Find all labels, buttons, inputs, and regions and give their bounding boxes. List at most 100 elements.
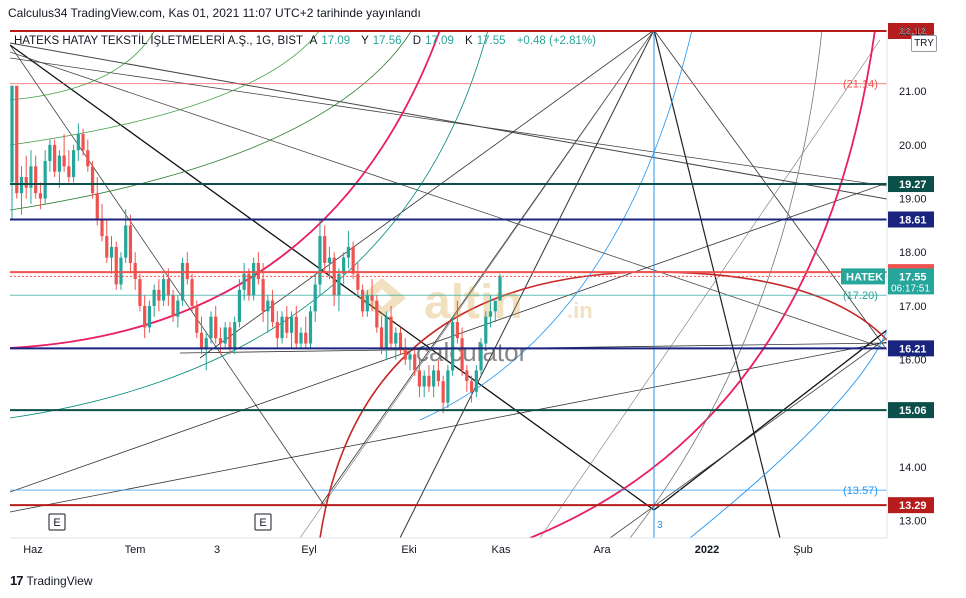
level-price-tag <box>888 211 934 228</box>
candle-body <box>323 236 327 263</box>
level-13.29: 13.29 <box>10 497 934 514</box>
candle-body <box>171 295 175 317</box>
candle-body <box>436 370 441 382</box>
publish-caption: Calculus34 TradingView.com, Kas 01, 2021… <box>8 6 421 20</box>
earnings-marker: E <box>254 513 272 531</box>
candle <box>86 139 90 172</box>
candle-body <box>488 311 493 317</box>
candle <box>57 150 61 188</box>
time-tick-label: Şub <box>793 544 813 556</box>
gann-arc <box>629 30 823 538</box>
candle-body <box>299 332 303 344</box>
time-tick-label: Haz <box>23 544 43 556</box>
candle-body <box>308 311 313 344</box>
fan-line <box>10 51 887 350</box>
gann-arc <box>10 30 156 101</box>
candle-body <box>460 338 464 371</box>
candle <box>43 150 47 204</box>
candle <box>76 123 80 161</box>
candle-body <box>342 257 346 274</box>
candle <box>394 327 398 360</box>
candle <box>436 359 441 387</box>
candle-body <box>266 300 270 312</box>
candle-body <box>29 166 33 188</box>
candle <box>100 203 104 242</box>
level-price-tag-label: 16.21 <box>899 343 927 355</box>
candle-body <box>114 246 118 285</box>
candle <box>455 300 459 344</box>
price-tick-label: 21.00 <box>899 86 927 98</box>
level-price-tag-label: 19.27 <box>899 179 927 191</box>
candle <box>346 230 350 269</box>
candle <box>162 273 166 306</box>
candle <box>337 268 341 312</box>
candle <box>479 338 483 376</box>
candle-body <box>81 134 85 151</box>
candle-body <box>53 144 57 172</box>
level-price-tag-label: 13.29 <box>899 500 927 512</box>
candle-body <box>441 381 445 403</box>
candle <box>114 241 118 290</box>
footer-brand[interactable]: 17 TradingView <box>10 573 93 588</box>
price-axis[interactable]: 22.1221.0020.0019.0018.0017.0016.0014.00… <box>899 26 927 528</box>
candle-body <box>285 316 289 333</box>
candle-body <box>76 134 80 151</box>
candle-body <box>34 166 38 194</box>
level-line-label: (21.14) <box>843 79 878 91</box>
open-label: A <box>309 35 318 47</box>
level-16.21: 16.21 <box>10 340 934 357</box>
candle-body <box>408 354 412 360</box>
candle-body <box>223 327 227 344</box>
candle <box>119 252 123 290</box>
earnings-marker-label: E <box>259 517 266 529</box>
candle-body <box>389 316 393 344</box>
time-axis[interactable]: Haz Tem 3 Eyl Eki Kas Ara 2022 Şub <box>23 544 813 556</box>
candle-body <box>119 257 123 285</box>
candle <box>299 327 303 349</box>
candle <box>318 220 322 296</box>
candle-body <box>370 295 374 301</box>
close-label: K <box>465 35 473 47</box>
level-price-tag <box>888 497 934 514</box>
candle <box>351 241 355 280</box>
currency-badge[interactable]: TRY <box>911 35 937 52</box>
fan-line <box>319 30 655 507</box>
candle <box>81 128 85 156</box>
level-price-tag <box>888 176 934 193</box>
fan-line <box>10 341 887 513</box>
fan-line <box>10 57 887 187</box>
candle-body <box>432 370 436 387</box>
candle <box>133 252 137 290</box>
low-label: D <box>412 35 422 47</box>
candle-body <box>247 273 251 296</box>
candle <box>38 182 43 210</box>
candle-body <box>147 305 151 328</box>
price-tick-label: 19.00 <box>899 194 927 206</box>
candle-body <box>346 246 350 258</box>
candle <box>176 295 180 328</box>
price-tick-label: 14.00 <box>899 462 927 474</box>
candle-body <box>57 155 61 172</box>
gann-arc <box>529 30 876 538</box>
candle-body <box>289 316 294 333</box>
candle-body <box>465 370 469 382</box>
candle-body <box>294 316 298 344</box>
candle-body <box>233 322 237 349</box>
level-line-label: (17.20) <box>843 290 878 302</box>
tradingview-brand: TradingView <box>26 573 93 588</box>
tradingview-logo-icon: 17 <box>10 573 24 588</box>
last-price-tag <box>888 268 934 295</box>
level-21.14: (21.14) <box>10 79 887 91</box>
time-tick-label: Kas <box>492 544 511 556</box>
gann-arc <box>10 30 489 419</box>
change-value: +0.48 (+2.81%) <box>516 35 596 47</box>
candle-body <box>252 262 256 296</box>
candle <box>304 316 308 349</box>
candle <box>185 252 189 285</box>
candle <box>474 365 478 398</box>
candle-body <box>304 332 308 344</box>
candle <box>152 284 156 317</box>
candle <box>389 305 393 349</box>
fan-line <box>10 42 887 200</box>
